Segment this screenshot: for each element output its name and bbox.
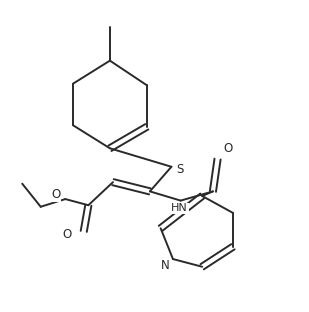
Text: O: O xyxy=(51,188,61,201)
Text: O: O xyxy=(62,228,71,241)
Text: O: O xyxy=(62,228,71,241)
Text: N: N xyxy=(161,259,170,272)
Text: S: S xyxy=(176,163,184,176)
Text: N: N xyxy=(161,259,170,272)
Text: O: O xyxy=(51,188,61,201)
Text: S: S xyxy=(176,163,184,176)
Text: O: O xyxy=(224,142,233,155)
Text: O: O xyxy=(224,142,233,155)
Text: HN: HN xyxy=(171,203,188,213)
Text: HN: HN xyxy=(171,203,188,213)
